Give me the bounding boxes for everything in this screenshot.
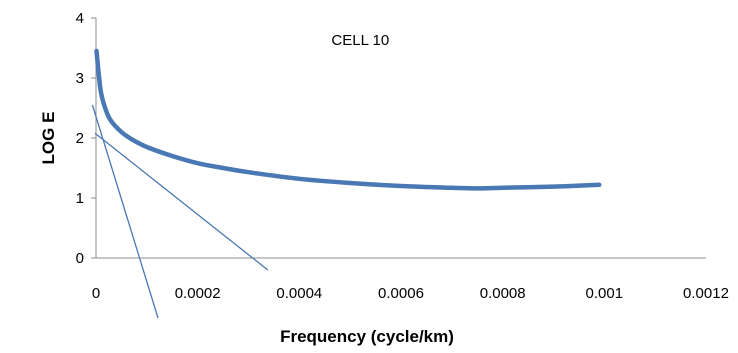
annotation-cell-10: CELL 10 xyxy=(331,32,389,49)
x-tick-label-2: 0.0004 xyxy=(276,285,322,302)
y-tick-label-3: 3 xyxy=(76,70,84,87)
x-tick-label-1: 0.0002 xyxy=(175,285,221,302)
x-tick-label-6: 0.0012 xyxy=(683,285,729,302)
y-tick-labels: 0 1 2 3 4 xyxy=(76,10,84,267)
y-tick-label-4: 4 xyxy=(76,10,84,27)
y-tick-label-1: 1 xyxy=(76,190,84,207)
x-tick-labels: 0 0.0002 0.0004 0.0006 0.0008 0.001 0.0012 xyxy=(92,285,729,302)
reference-lines xyxy=(91,104,269,319)
series-layer xyxy=(94,48,602,191)
y-tick-marks xyxy=(91,17,96,259)
y-tick-label-0: 0 xyxy=(76,250,84,267)
x-tick-label-4: 0.0008 xyxy=(480,285,526,302)
series-line-0 xyxy=(94,48,602,191)
x-tick-label-0: 0 xyxy=(92,285,100,302)
reference-line-1 xyxy=(94,132,269,271)
y-axis-title: LOG E xyxy=(39,112,58,165)
x-axis-title: Frequency (cycle/km) xyxy=(280,327,454,346)
y-tick-label-2: 2 xyxy=(76,130,84,147)
x-tick-label-3: 0.0006 xyxy=(378,285,424,302)
x-tick-label-5: 0.001 xyxy=(586,285,624,302)
